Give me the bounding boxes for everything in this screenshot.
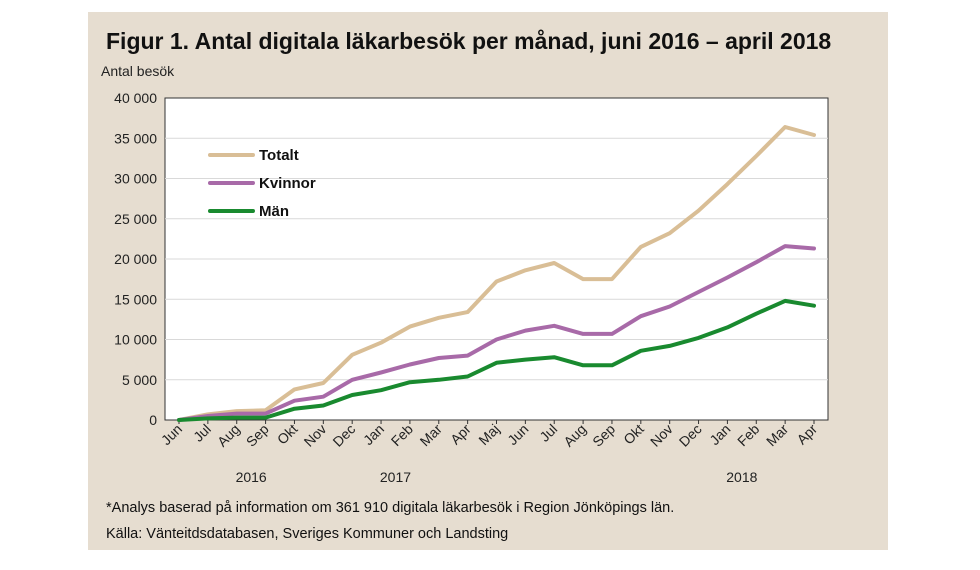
year-label: 2017: [380, 469, 411, 485]
y-tick-label: 10 000: [114, 332, 157, 348]
x-tick-label: Jun: [504, 421, 531, 448]
x-tick-labels: Jun Jul Aug Sep Okt Nov Dec Jan Feb Mar Apr Maj Jun J…: [158, 420, 820, 450]
y-tick-labels: 0 5 000 10 000 15 000 20 000 25 000 30 000 35 0…: [114, 90, 157, 428]
y-tick-label: 25 000: [114, 211, 157, 227]
year-labels: 2016 2017 2018: [236, 469, 758, 485]
x-tick-label: Feb: [734, 421, 763, 450]
x-tick-label: Sep: [243, 421, 272, 450]
legend: Totalt Kvinnor Män: [208, 147, 316, 220]
x-tick-label: Okt: [274, 421, 301, 448]
x-tick-label: Dec: [676, 421, 705, 450]
x-tick-label: Aug: [214, 421, 243, 450]
y-axis-label: Antal besök: [101, 63, 175, 79]
x-tick-label: Apr: [793, 421, 820, 448]
series-line-män: [177, 298, 816, 422]
year-label: 2016: [236, 469, 267, 485]
x-tick-label: Sep: [589, 421, 618, 450]
year-label: 2018: [726, 469, 757, 485]
y-tick-label: 35 000: [114, 130, 157, 146]
x-tick-label: Jul: [190, 421, 214, 445]
y-tick-label: 0: [149, 412, 157, 428]
y-tick-label: 20 000: [114, 251, 157, 267]
series-line-totalt: [177, 125, 816, 422]
x-tick-label: Mar: [417, 421, 446, 450]
x-tick-label: Apr: [447, 421, 474, 448]
y-tick-label: 5 000: [122, 372, 157, 388]
legend-label: Män: [259, 203, 289, 220]
x-tick-label: Maj: [475, 421, 502, 448]
x-tick-label: Feb: [388, 421, 417, 450]
footnote: *Analys baserad på information om 361 91…: [106, 500, 675, 516]
legend-label: Kvinnor: [259, 175, 316, 192]
x-tick-label: Nov: [301, 421, 330, 450]
grid-lines: [165, 137, 828, 381]
chart-title: Figur 1. Antal digitala läkarbesök per m…: [106, 28, 832, 54]
x-tick-label: Jun: [158, 421, 185, 448]
line-chart: 0 5 000 10 000 15 000 20 000 25 000 30 000 35 0…: [114, 90, 829, 485]
series-line-kvinnor: [177, 244, 816, 422]
series-lines: [177, 125, 816, 422]
source-note: Källa: Vänteitdsdatabasen, Sveriges Komm…: [106, 526, 509, 542]
x-tick-label: Aug: [560, 421, 589, 450]
x-tick-label: Mar: [763, 421, 792, 450]
x-tick-label: Dec: [329, 421, 358, 450]
figure-panel: Figur 1. Antal digitala läkarbesök per m…: [88, 12, 888, 550]
x-tick-label: Nov: [647, 421, 676, 450]
legend-label: Totalt: [259, 147, 299, 164]
y-tick-label: 30 000: [114, 171, 157, 187]
x-tick-label: Jul: [536, 421, 560, 445]
x-tick-label: Jan: [706, 421, 733, 448]
y-tick-label: 15 000: [114, 291, 157, 307]
x-tick-label: Jan: [360, 421, 387, 448]
y-tick-label: 40 000: [114, 90, 157, 106]
x-tick-label: Okt: [620, 421, 647, 448]
